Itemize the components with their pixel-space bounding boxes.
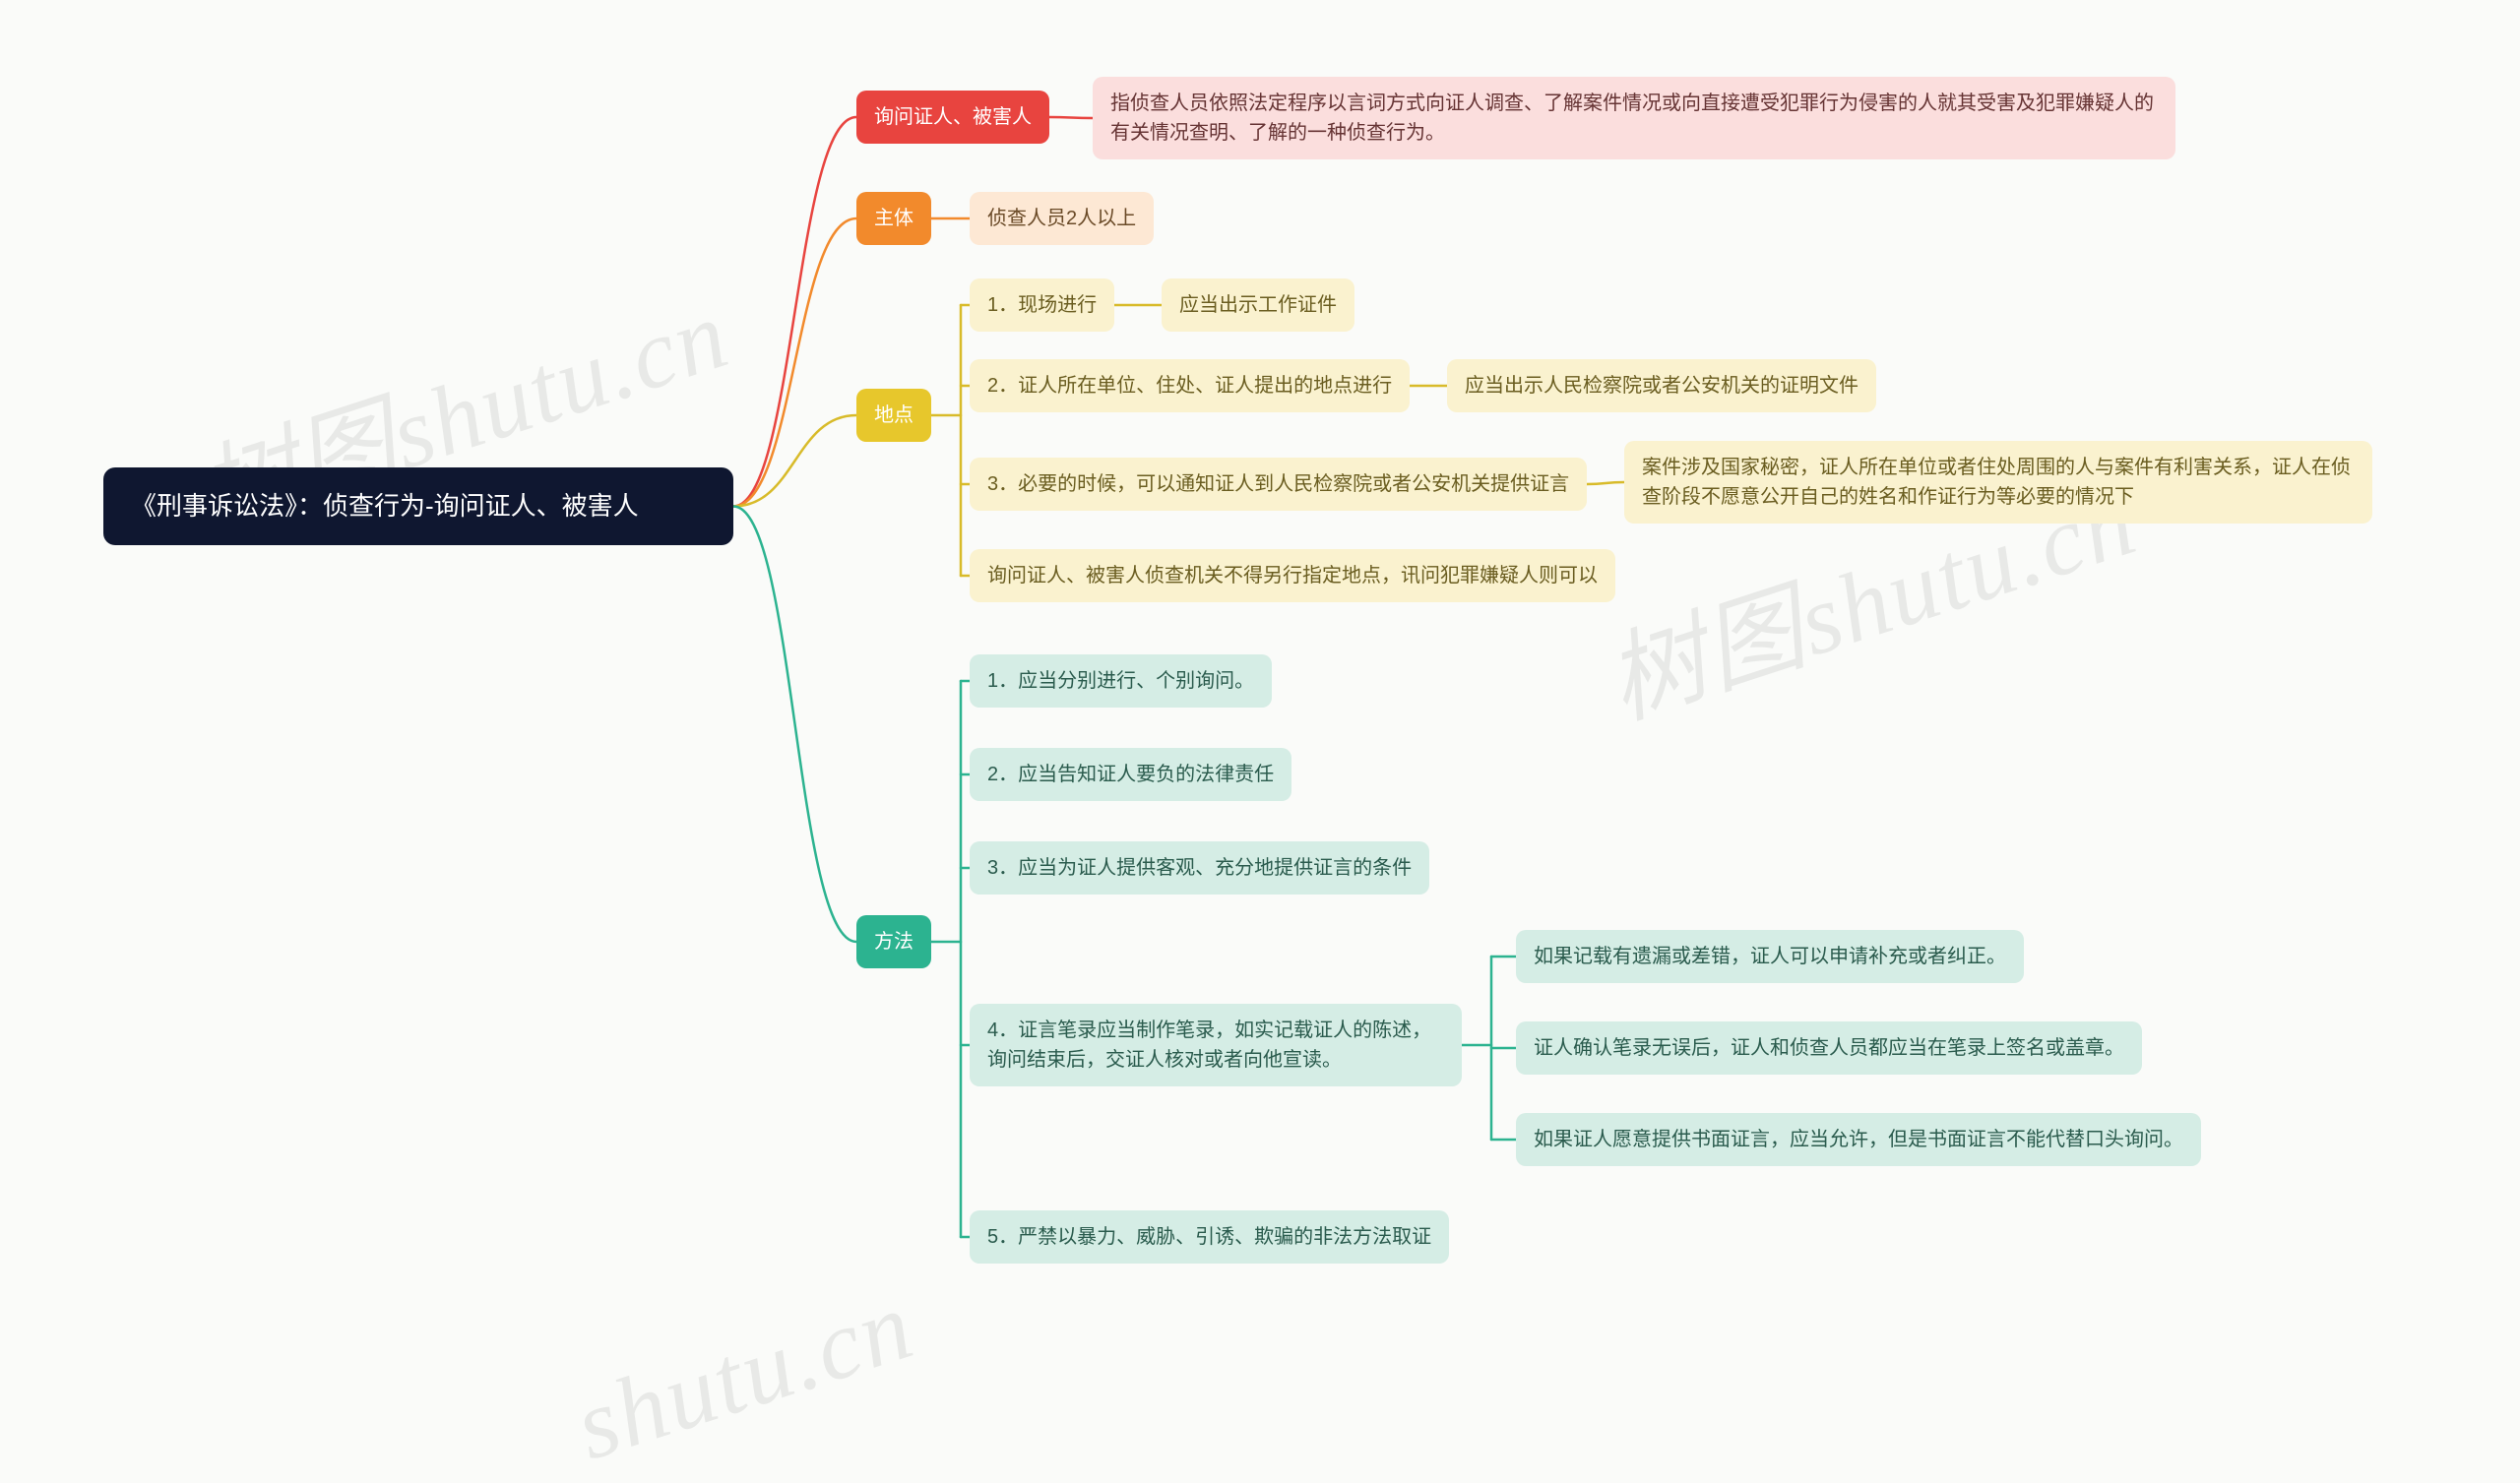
mindmap-node-b4c4a[interactable]: 如果记载有遗漏或差错，证人可以申请补充或者纠正。 — [1516, 930, 2024, 983]
mindmap-node-b4c3[interactable]: 3．应当为证人提供客观、充分地提供证言的条件 — [970, 841, 1429, 895]
mindmap-node-b1c1[interactable]: 指侦查人员依照法定程序以言词方式向证人调查、了解案件情况或向直接遭受犯罪行为侵害… — [1093, 77, 2175, 159]
mindmap-node-root[interactable]: 《刑事诉讼法》：侦查行为-询问证人、被害人 — [103, 467, 733, 545]
mindmap-node-b2c1[interactable]: 侦查人员2人以上 — [970, 192, 1154, 245]
mindmap-node-b3[interactable]: 地点 — [856, 389, 931, 442]
mindmap-node-b4c5[interactable]: 5．严禁以暴力、威胁、引诱、欺骗的非法方法取证 — [970, 1210, 1449, 1264]
mindmap-node-b3c4[interactable]: 询问证人、被害人侦查机关不得另行指定地点，讯问犯罪嫌疑人则可以 — [970, 549, 1615, 602]
mindmap-node-b2[interactable]: 主体 — [856, 192, 931, 245]
mindmap-node-b4c4[interactable]: 4．证言笔录应当制作笔录，如实记载证人的陈述，询问结束后，交证人核对或者向他宣读… — [970, 1004, 1462, 1086]
mindmap-node-b1[interactable]: 询问证人、被害人 — [856, 91, 1049, 144]
watermark: shutu.cn — [562, 1267, 926, 1482]
mindmap-node-b4c1[interactable]: 1．应当分别进行、个别询问。 — [970, 654, 1272, 708]
mindmap-node-b3c3[interactable]: 3．必要的时候，可以通知证人到人民检察院或者公安机关提供证言 — [970, 458, 1587, 511]
mindmap-node-b3c2a[interactable]: 应当出示人民检察院或者公安机关的证明文件 — [1447, 359, 1876, 412]
mindmap-node-b4c2[interactable]: 2．应当告知证人要负的法律责任 — [970, 748, 1292, 801]
mindmap-node-b3c3a[interactable]: 案件涉及国家秘密，证人所在单位或者住处周围的人与案件有利害关系，证人在侦查阶段不… — [1624, 441, 2372, 524]
mindmap-node-b4c4b[interactable]: 证人确认笔录无误后，证人和侦查人员都应当在笔录上签名或盖章。 — [1516, 1021, 2142, 1075]
mindmap-node-b3c1a[interactable]: 应当出示工作证件 — [1162, 278, 1354, 332]
mindmap-node-b3c1[interactable]: 1．现场进行 — [970, 278, 1114, 332]
mindmap-node-b4c4c[interactable]: 如果证人愿意提供书面证言，应当允许，但是书面证言不能代替口头询问。 — [1516, 1113, 2201, 1166]
mindmap-node-b3c2[interactable]: 2．证人所在单位、住处、证人提出的地点进行 — [970, 359, 1410, 412]
mindmap-node-b4[interactable]: 方法 — [856, 915, 931, 968]
